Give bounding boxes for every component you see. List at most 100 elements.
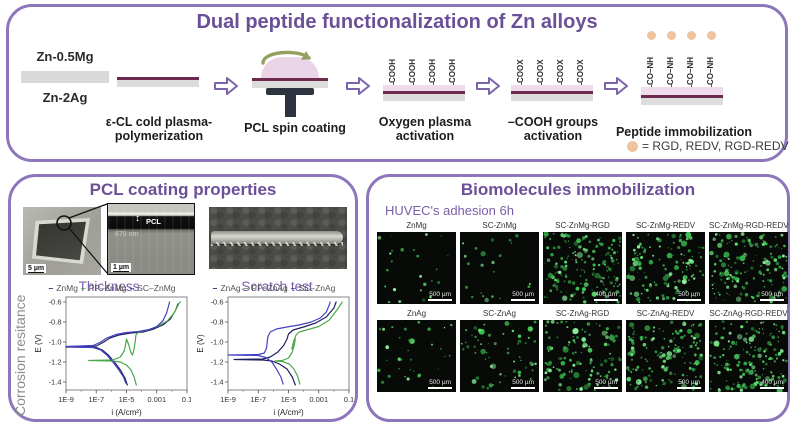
corrosion-side-label: Corrosion resitance: [12, 294, 28, 416]
bio-cell: ZnAg 500 µm: [377, 309, 456, 392]
bio-cell: SC-ZnAg-REDV 500 µm: [626, 309, 705, 392]
peptide-ball-icon: [666, 31, 676, 40]
svg-text:E (V): E (V): [34, 334, 43, 353]
bio-cell: SC-ZnMg-REDV 500 µm: [626, 221, 705, 304]
svg-text:1E-5: 1E-5: [281, 395, 297, 404]
svg-text:1E-7: 1E-7: [88, 395, 104, 404]
sem-scalebar: 1 µm: [111, 263, 132, 272]
process-arrow-icon: [346, 77, 370, 95]
bio-cell: SC-ZnAg 500 µm: [460, 309, 539, 392]
alloy-label-bottom: Zn-2Ag: [42, 90, 88, 105]
fluorescence-image: 500 µm: [709, 232, 788, 304]
legend-swatch: –: [212, 283, 218, 293]
peptide-group-bar: CO–NH CO–NH CO–NH CO–NH: [641, 7, 723, 109]
spin-droplet: [261, 57, 319, 78]
chart-legend: – ZnAg – PP–ZnAg – SC–ZnAg: [195, 283, 353, 294]
legend-label: SC–ZnMg: [137, 283, 176, 293]
zn-sample: Zn-0.5Mg Zn-2Ag: [21, 49, 109, 105]
legend-label: PP–ZnAg: [251, 283, 288, 293]
bio-cell: SC-ZnAg-RGD-REDV 400 µm: [709, 309, 788, 392]
huvec-subtitle: HUVEC's adhesion 6h: [385, 203, 514, 218]
functional-group-label: COOH: [388, 59, 397, 83]
bio-cell: SC-ZnMg-RGD 400 µm: [543, 221, 622, 304]
legend-label: PP–ZnMg: [88, 283, 127, 293]
image-scalebar: 500 µm: [677, 291, 701, 301]
fluorescence-image: 500 µm: [377, 232, 456, 304]
bio-cell-label: SC-ZnAg-REDV: [636, 309, 695, 318]
bio-cell: SC-ZnMg 500 µm: [460, 221, 539, 304]
bio-panel-title: Biomolecules immobilization: [460, 180, 696, 199]
process-arrow-icon: [476, 77, 500, 95]
sem-scalebar: 5 µm: [26, 264, 47, 273]
legend-swatch: –: [80, 283, 86, 293]
substrate-bar: [21, 71, 109, 83]
top-panel: Dual peptide functionalization of Zn all…: [6, 4, 789, 162]
pp-coated-bar: [117, 77, 199, 87]
image-scalebar: 500 µm: [428, 379, 452, 389]
biomolecules-panel: Biomolecules immobilization HUVEC's adhe…: [366, 174, 790, 422]
image-scalebar: 500 µm: [594, 379, 618, 389]
chart-canvas: -0.6 -0.8 -1.0 -1.2 -1.4 1E-9 1E-7 1E-5 0.001 0.1…: [196, 296, 354, 417]
corrosion-chart-znmg: – ZnMg – PP–ZnMg – SC–ZnMg -0.6 -0.8 -1.0 -1.2 -1…: [33, 283, 192, 423]
bio-cell-label: SC-ZnMg-RGD-REDV: [709, 221, 788, 230]
pcl-thickness-value: 670 nm: [115, 231, 139, 238]
process-arrow-icon: [604, 77, 628, 95]
peptide-ball-icon: [646, 31, 656, 40]
svg-text:-0.6: -0.6: [49, 298, 62, 307]
svg-text:-0.8: -0.8: [211, 318, 224, 327]
step-caption-oxygen: Oxygen plasma activation: [378, 115, 472, 144]
fib-sem-image: 5 µm: [23, 207, 101, 275]
bio-cell: SC-ZnMg-RGD-REDV 500 µm: [709, 221, 788, 304]
svg-text:0.001: 0.001: [309, 395, 328, 404]
image-scalebar: 500 µm: [760, 291, 784, 301]
svg-text:0.1: 0.1: [182, 395, 191, 404]
step-caption-coox: –COOH groups activation: [507, 115, 599, 144]
svg-text:i (A/cm²): i (A/cm²): [273, 408, 304, 417]
legend-swatch: –: [129, 283, 135, 293]
legend-label: ZnAg: [220, 283, 241, 293]
step-caption-spin: PCL spin coating: [244, 121, 346, 135]
svg-text:1E-5: 1E-5: [119, 395, 135, 404]
spin-chuck: [266, 88, 314, 95]
legend-label: ZnMg: [56, 283, 78, 293]
fluorescence-image: 500 µm: [543, 320, 622, 392]
fluorescence-image: 500 µm: [626, 320, 705, 392]
molecule-stem: [393, 81, 394, 85]
svg-text:-1.4: -1.4: [49, 378, 62, 387]
alloy-label-top: Zn-0.5Mg: [36, 49, 94, 64]
bio-cell-label: ZnMg: [406, 221, 427, 230]
svg-text:1E-9: 1E-9: [220, 395, 236, 404]
peptide-ball-icon: [706, 31, 716, 40]
svg-text:1E-7: 1E-7: [250, 395, 266, 404]
bio-cell: ZnMg 500 µm: [377, 221, 456, 304]
step-caption-peptide: Peptide immobilization: [615, 125, 753, 139]
svg-text:-1.0: -1.0: [211, 338, 224, 347]
bio-cell-label: SC-ZnMg: [482, 221, 517, 230]
spin-sample-bar: [252, 78, 328, 88]
pcl-properties-panel: PCL coating properties 5 µm ↕ PCL 670 nm…: [8, 174, 358, 422]
bio-grid: ZnMg 500 µm SC-ZnMg 500 µm SC-ZnMg-RGD 400 µm…: [377, 221, 788, 392]
svg-text:-0.8: -0.8: [49, 318, 62, 327]
image-scalebar: 400 µm: [594, 291, 618, 301]
spin-chuck-stem: [285, 95, 296, 117]
image-scalebar: 500 µm: [511, 291, 535, 301]
bio-cell-label: SC-ZnMg-RGD: [555, 221, 610, 230]
fluorescence-image: 500 µm: [626, 232, 705, 304]
image-scalebar: 500 µm: [428, 291, 452, 301]
cooh-group-bar: COOH COOH COOH COOH: [383, 7, 465, 107]
legend-swatch: –: [243, 283, 249, 293]
fluorescence-image: 500 µm: [377, 320, 456, 392]
svg-text:-1.4: -1.4: [211, 378, 224, 387]
svg-text:-1.0: -1.0: [49, 338, 62, 347]
svg-text:1E-9: 1E-9: [58, 395, 74, 404]
thickness-arrow-icon: ↕: [135, 213, 140, 224]
svg-text:i (A/cm²): i (A/cm²): [111, 408, 142, 417]
bio-cell-label: ZnAg: [406, 309, 427, 318]
peptide-ball-icon: [686, 31, 696, 40]
image-scalebar: 500 µm: [511, 379, 535, 389]
bio-cell-label: SC-ZnAg-RGD-REDV: [709, 309, 788, 318]
bio-cell-label: SC-ZnAg-RGD: [555, 309, 610, 318]
corrosion-chart-znag: – ZnAg – PP–ZnAg – SC–ZnAg -0.6 -0.8 -1.0 -1.2 -1…: [195, 283, 354, 423]
bio-cell: SC-ZnAg-RGD 500 µm: [543, 309, 622, 392]
